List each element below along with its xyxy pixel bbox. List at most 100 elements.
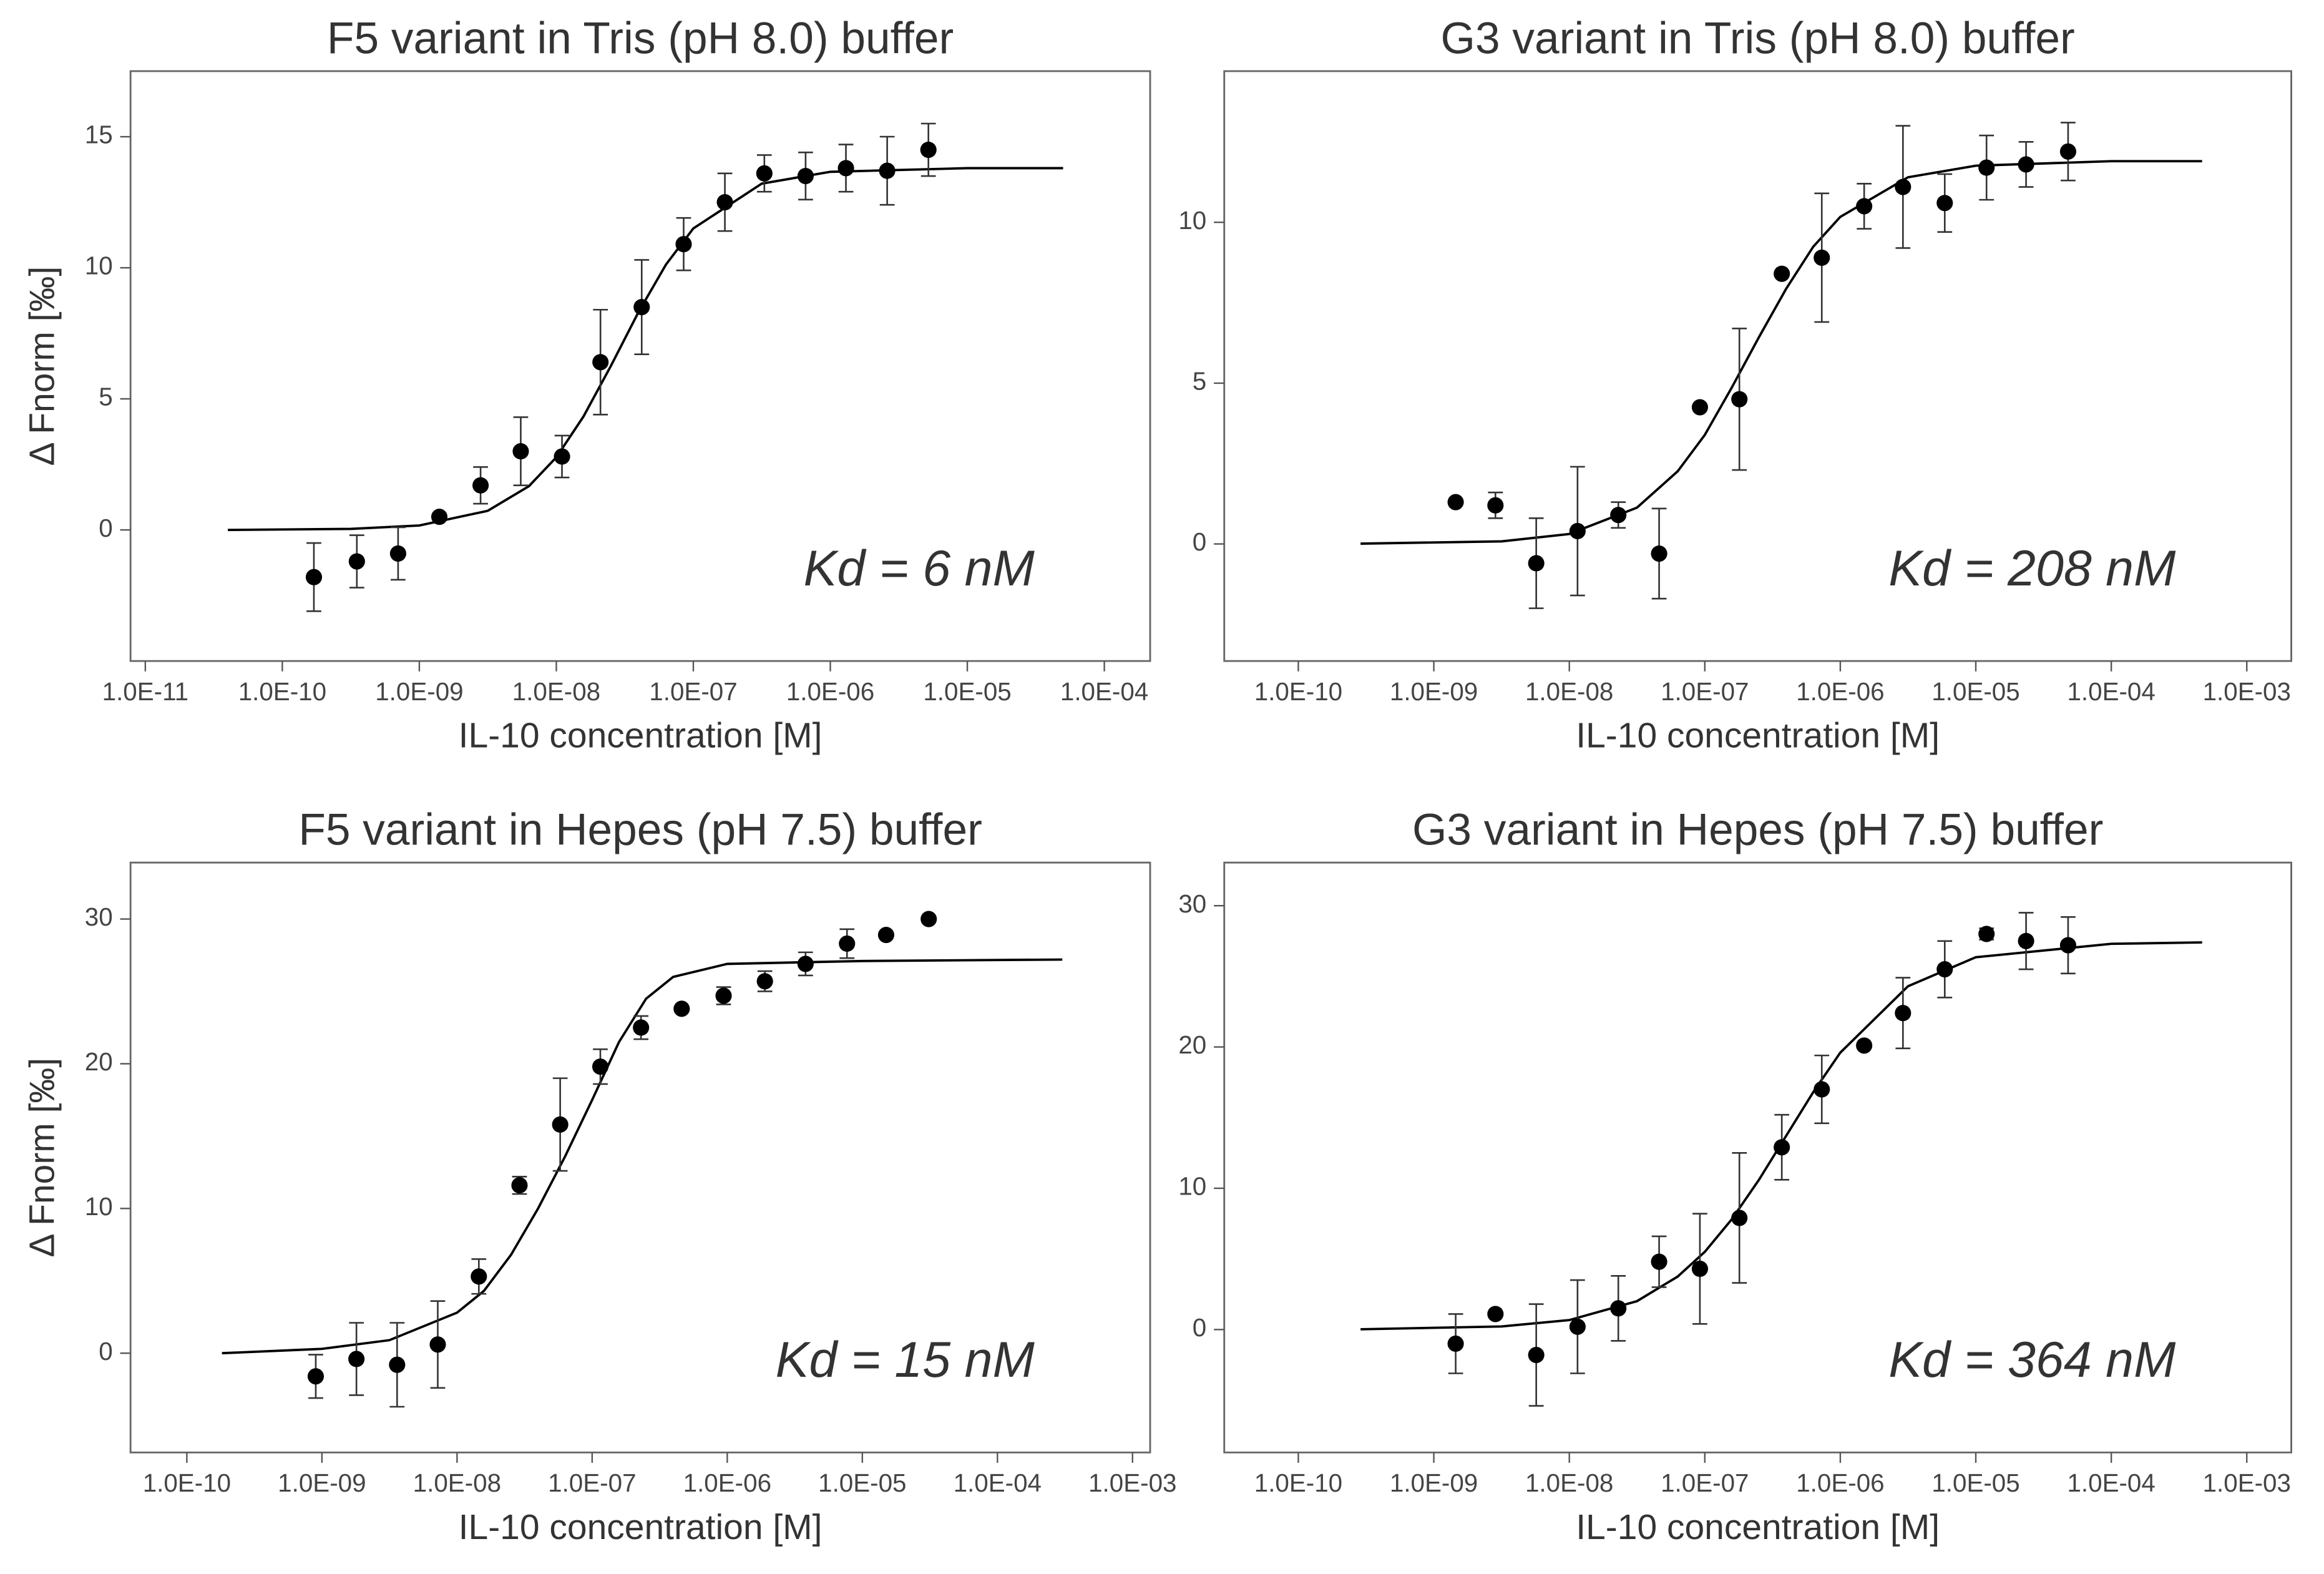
data-point bbox=[2059, 143, 2077, 160]
data-point bbox=[1610, 1300, 1627, 1317]
data-point bbox=[1814, 1081, 1830, 1098]
data-point bbox=[1651, 1253, 1667, 1270]
x-tick-label: 1.0E-06 bbox=[786, 677, 874, 706]
data-point bbox=[511, 1177, 528, 1194]
x-tick-label: 1.0E-05 bbox=[923, 677, 1011, 706]
data-point bbox=[431, 509, 448, 525]
data-point bbox=[554, 448, 570, 465]
y-tick-label: 10 bbox=[1178, 206, 1206, 235]
y-tick-label: 0 bbox=[99, 514, 112, 542]
data-point bbox=[1487, 1306, 1504, 1322]
data-point bbox=[673, 1000, 690, 1017]
data-point bbox=[1528, 1347, 1545, 1364]
y-tick-label: 15 bbox=[85, 120, 113, 149]
data-point bbox=[592, 354, 609, 371]
data-point bbox=[592, 1058, 609, 1075]
data-point bbox=[1814, 249, 1830, 266]
plot-frame bbox=[129, 861, 1151, 1454]
x-tick-label: 1.0E-03 bbox=[2203, 1469, 2291, 1497]
y-tick-label: 0 bbox=[1193, 527, 1206, 556]
data-point bbox=[1731, 1210, 1748, 1226]
x-tick-label: 1.0E-06 bbox=[683, 1469, 771, 1497]
x-tick-label: 1.0E-10 bbox=[143, 1469, 231, 1497]
x-tick-label: 1.0E-09 bbox=[375, 677, 463, 706]
y-tick-label: 30 bbox=[1178, 889, 1206, 918]
x-tick-label: 1.0E-11 bbox=[102, 677, 188, 706]
data-point bbox=[1936, 195, 1953, 212]
data-point bbox=[471, 1268, 487, 1285]
data-point bbox=[837, 160, 854, 177]
x-axis-label: IL-10 concentration [M] bbox=[1576, 716, 1940, 756]
data-point bbox=[2018, 156, 2034, 173]
data-point bbox=[839, 935, 856, 952]
data-point bbox=[1569, 1318, 1586, 1335]
chart-title: G3 variant in Hepes (pH 7.5) buffer bbox=[1412, 805, 2103, 854]
data-point bbox=[920, 141, 937, 159]
x-tick-label: 1.0E-05 bbox=[1931, 1469, 2019, 1497]
x-tick-label: 1.0E-08 bbox=[512, 677, 600, 706]
y-tick-label: 10 bbox=[85, 252, 113, 280]
data-point bbox=[1610, 507, 1627, 524]
x-axis-label: IL-10 concentration [M] bbox=[459, 716, 823, 756]
annotation: Kd = 364 nM bbox=[1888, 1332, 2176, 1388]
y-tick-label: 20 bbox=[1178, 1030, 1206, 1059]
annotation: Kd = 6 nM bbox=[804, 540, 1035, 597]
data-point bbox=[552, 1116, 569, 1133]
fit-curve bbox=[1360, 160, 2202, 545]
data-point bbox=[472, 477, 489, 494]
y-tick-label: 10 bbox=[85, 1192, 113, 1221]
x-tick-label: 1.0E-04 bbox=[2067, 1469, 2155, 1497]
data-point bbox=[1936, 961, 1953, 978]
data-point bbox=[1569, 522, 1586, 540]
data-point bbox=[429, 1336, 446, 1353]
x-tick-label: 1.0E-08 bbox=[1525, 1469, 1613, 1497]
data-point bbox=[512, 443, 529, 460]
x-tick-label: 1.0E-05 bbox=[1931, 677, 2019, 706]
x-tick-label: 1.0E-03 bbox=[1088, 1469, 1176, 1497]
data-point bbox=[307, 1368, 325, 1385]
x-tick-label: 1.0E-04 bbox=[2067, 677, 2155, 706]
fit-curve bbox=[1360, 941, 2202, 1331]
y-axis-label: Δ Fnorm [‰] bbox=[22, 266, 62, 466]
data-point bbox=[633, 298, 650, 316]
data-point bbox=[715, 987, 732, 1004]
data-point bbox=[1895, 1005, 1911, 1022]
x-tick-label: 1.0E-05 bbox=[818, 1469, 906, 1497]
x-tick-label: 1.0E-10 bbox=[1254, 1469, 1342, 1497]
y-tick-label: 0 bbox=[99, 1337, 112, 1366]
x-tick-label: 1.0E-08 bbox=[413, 1469, 501, 1497]
data-point bbox=[716, 193, 733, 211]
data-point bbox=[675, 236, 692, 253]
y-tick-label: 5 bbox=[99, 383, 112, 411]
data-point bbox=[1691, 399, 1708, 416]
x-tick-label: 1.0E-03 bbox=[2203, 677, 2291, 706]
x-tick-label: 1.0E-08 bbox=[1525, 677, 1613, 706]
plot-frame bbox=[129, 70, 1151, 662]
plot-frame bbox=[1223, 861, 2292, 1454]
data-point bbox=[1447, 1335, 1464, 1352]
data-point bbox=[1856, 1037, 1873, 1054]
data-point bbox=[1651, 545, 1667, 562]
x-tick-label: 1.0E-06 bbox=[1796, 677, 1884, 706]
x-tick-label: 1.0E-07 bbox=[548, 1469, 636, 1497]
x-axis-label: IL-10 concentration [M] bbox=[1576, 1507, 1940, 1547]
fit-curve bbox=[222, 958, 1063, 1355]
chart-title: F5 variant in Hepes (pH 7.5) buffer bbox=[298, 805, 982, 854]
data-point bbox=[348, 1351, 365, 1367]
data-point bbox=[633, 1019, 650, 1036]
x-tick-label: 1.0E-09 bbox=[1390, 1469, 1478, 1497]
x-tick-label: 1.0E-07 bbox=[1661, 1469, 1749, 1497]
x-axis-label: IL-10 concentration [M] bbox=[459, 1507, 823, 1547]
x-tick-label: 1.0E-04 bbox=[954, 1469, 1042, 1497]
data-point bbox=[756, 165, 773, 182]
fit-curve bbox=[228, 167, 1063, 532]
data-point bbox=[1528, 555, 1545, 572]
y-tick-label: 30 bbox=[85, 902, 113, 931]
data-point bbox=[1978, 159, 1995, 176]
x-tick-label: 1.0E-06 bbox=[1796, 1469, 1884, 1497]
data-point bbox=[1978, 926, 1995, 942]
x-tick-label: 1.0E-10 bbox=[1254, 677, 1342, 706]
y-tick-label: 20 bbox=[85, 1047, 113, 1076]
